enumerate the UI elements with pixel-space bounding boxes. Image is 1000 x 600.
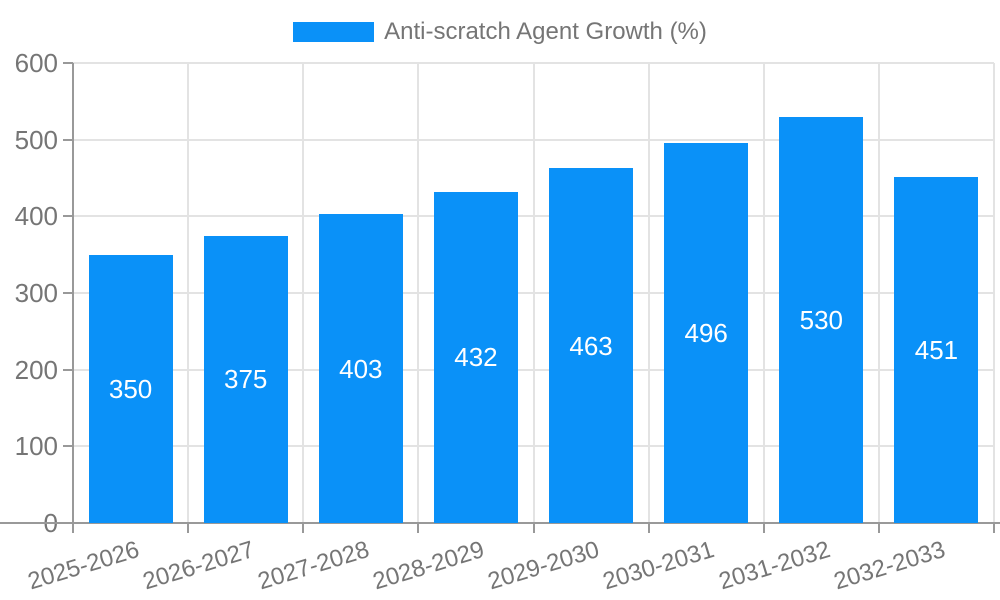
bar-value-label: 530 <box>799 304 843 335</box>
y-axis-tick <box>63 445 73 448</box>
v-gridline <box>302 63 305 523</box>
x-axis-tick <box>877 523 880 533</box>
x-axis-tick <box>762 523 765 533</box>
y-axis-label: 100 <box>14 431 58 462</box>
bar-value-label: 350 <box>108 373 153 404</box>
x-axis-line <box>0 522 1000 524</box>
bar <box>433 191 518 523</box>
v-gridline <box>417 63 420 523</box>
v-gridline <box>877 63 880 523</box>
y-axis-line <box>72 63 74 523</box>
bar <box>88 254 173 523</box>
x-axis-tick <box>647 523 650 533</box>
bar-value-label: 496 <box>684 317 728 348</box>
x-axis-tick <box>532 523 535 533</box>
x-axis-tick <box>187 523 190 533</box>
bar-value-label: 451 <box>914 335 959 366</box>
x-axis-tick <box>302 523 305 533</box>
bar <box>894 177 979 523</box>
y-axis-label: 300 <box>14 278 58 308</box>
y-axis-label: 600 <box>14 48 58 78</box>
v-gridline <box>647 63 650 523</box>
y-axis-label: 500 <box>14 124 58 155</box>
bar <box>779 116 864 523</box>
x-axis-tick <box>417 523 420 533</box>
bar-value-label: 432 <box>454 342 498 373</box>
x-axis-label: 2027-2028 <box>254 536 373 596</box>
legend-label[interactable]: Anti-scratch Agent Growth (%) <box>384 18 707 45</box>
x-axis-label: 2028-2029 <box>369 536 488 596</box>
v-gridline <box>993 63 995 523</box>
bar <box>203 235 288 523</box>
y-axis-label: 200 <box>14 354 58 385</box>
v-gridline <box>532 63 535 523</box>
x-axis-label: 2030-2031 <box>600 536 718 596</box>
x-axis-tick <box>993 523 995 533</box>
legend-swatch[interactable] <box>293 22 375 42</box>
v-gridline <box>187 63 190 523</box>
x-axis-tick <box>72 523 74 533</box>
x-axis-label: 2032-2033 <box>830 536 949 596</box>
bar-value-label: 375 <box>223 364 268 395</box>
x-axis-label: 2031-2032 <box>715 536 833 596</box>
v-gridline <box>762 63 765 523</box>
y-axis-tick <box>63 138 73 141</box>
y-axis-tick <box>63 215 73 218</box>
y-axis-tick <box>63 62 73 64</box>
bar <box>318 214 403 523</box>
bar <box>664 142 749 523</box>
x-axis-label: 2025-2026 <box>24 536 143 596</box>
x-axis-label: 2029-2030 <box>485 536 603 596</box>
bar-value-label: 463 <box>569 330 613 361</box>
bar-value-label: 403 <box>339 353 383 384</box>
y-axis-tick <box>63 368 73 371</box>
y-axis-tick <box>63 292 73 294</box>
bar <box>549 168 634 523</box>
legend: Anti-scratch Agent Growth (%) <box>0 14 1000 50</box>
y-axis-label: 400 <box>14 201 58 232</box>
x-axis-label: 2026-2027 <box>139 536 258 596</box>
